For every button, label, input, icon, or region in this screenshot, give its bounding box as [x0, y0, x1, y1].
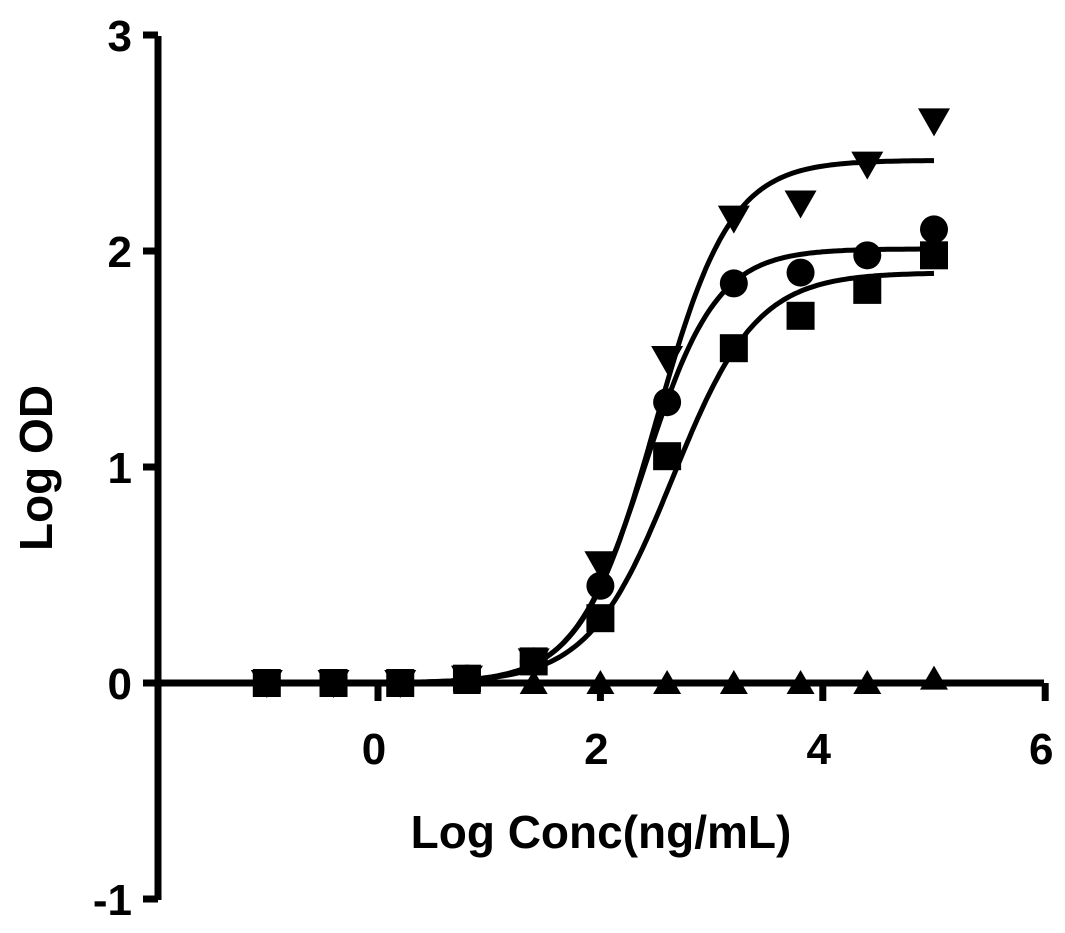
data-point-triangle-down	[718, 206, 750, 234]
y-ticks: -1 0 1 2 3	[93, 12, 158, 925]
data-point-circle	[853, 241, 881, 269]
data-point-square	[653, 442, 681, 470]
data-point-triangle-down	[851, 152, 883, 180]
data-point-circle	[586, 572, 614, 600]
data-point-square	[920, 241, 948, 269]
data-markers	[251, 108, 950, 698]
y-tick-label: -1	[93, 876, 132, 925]
data-point-circle	[653, 388, 681, 416]
y-tick-label: 1	[108, 444, 132, 493]
x-tick-label: 2	[584, 725, 608, 774]
x-tick-label: 6	[1029, 725, 1053, 774]
y-tick-label: 0	[108, 660, 132, 709]
x-tick-label: 4	[807, 725, 832, 774]
data-point-triangle-down	[785, 190, 817, 218]
data-point-square	[720, 334, 748, 362]
data-point-circle	[920, 215, 948, 243]
data-point-square	[853, 276, 881, 304]
x-ticks: 0 2 4 6	[362, 683, 1054, 774]
data-point-circle	[787, 259, 815, 287]
y-tick-label: 2	[108, 228, 132, 277]
data-point-triangle-up	[920, 666, 948, 690]
y-tick-label: 3	[108, 12, 132, 61]
data-point-triangle-down	[918, 108, 950, 136]
y-axis-title: Log OD	[10, 385, 62, 551]
x-axis-title: Log Conc(ng/mL)	[411, 806, 792, 858]
x-tick-label: 0	[362, 725, 386, 774]
data-point-circle	[720, 269, 748, 297]
data-point-square	[586, 604, 614, 632]
data-point-square	[787, 302, 815, 330]
